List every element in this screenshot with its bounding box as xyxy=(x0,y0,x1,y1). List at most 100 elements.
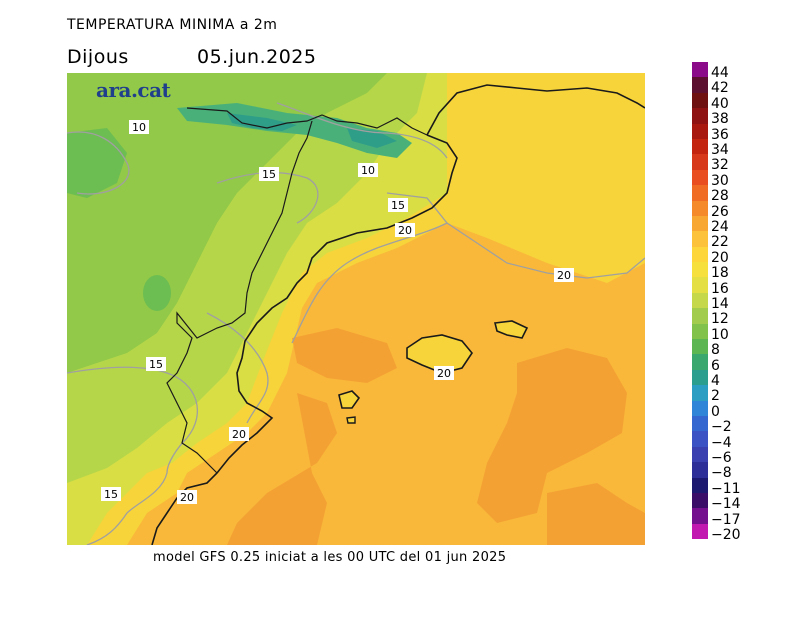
color-scale-swatch xyxy=(692,385,708,401)
label-box xyxy=(395,223,415,237)
contour-label: 10 xyxy=(132,121,146,134)
color-scale-swatch xyxy=(692,415,708,432)
color-scale-label: 16 xyxy=(711,280,729,297)
contour-label: 10 xyxy=(361,164,375,177)
label-box xyxy=(554,268,574,282)
color-scale-label: 14 xyxy=(711,296,729,312)
color-scale-swatch xyxy=(692,400,708,416)
chart-title: TEMPERATURA MINIMA a 2m xyxy=(67,17,278,33)
contour-lines xyxy=(67,102,645,545)
color-scale-swatch xyxy=(692,246,708,263)
label-box xyxy=(229,427,249,441)
contour-label: 15 xyxy=(262,168,276,181)
color-scale-swatch xyxy=(692,185,708,201)
color-scale-swatch xyxy=(692,308,708,324)
color-scale-swatch xyxy=(692,154,708,170)
color-scale-label: 30 xyxy=(711,172,729,189)
contour-label: 20 xyxy=(398,224,412,237)
color-scale-label: 32 xyxy=(711,157,729,174)
color-scale-swatch xyxy=(692,169,708,186)
color-scale-label: −20 xyxy=(711,527,741,543)
color-scale-swatch xyxy=(692,292,708,309)
color-scale-swatch xyxy=(692,369,708,386)
color-scale-label: −14 xyxy=(711,496,741,513)
color-scale-label: 18 xyxy=(711,265,729,282)
color-scale-label: 36 xyxy=(711,126,729,143)
color-scale-bar xyxy=(692,62,708,554)
color-scale-label: 24 xyxy=(711,219,729,235)
contour-label: 20 xyxy=(180,491,194,504)
contour-label: 20 xyxy=(437,367,451,380)
contour-label: 20 xyxy=(557,269,571,282)
label-box xyxy=(358,163,378,177)
darkgreen-patch-center xyxy=(143,275,171,311)
label-box xyxy=(129,120,149,134)
color-scale-swatch xyxy=(692,462,708,478)
color-scale-swatch xyxy=(692,123,708,139)
color-scale-label: −8 xyxy=(711,465,732,482)
color-scale-label: 20 xyxy=(711,249,729,266)
forecast-day: Dijous xyxy=(67,46,129,68)
color-scale-label: 22 xyxy=(711,234,729,251)
color-scale-label: −6 xyxy=(711,450,732,466)
temperature-map: 10 15 10 15 20 20 20 15 20 15 20 xyxy=(67,73,645,545)
warm-sea-patch-4 xyxy=(547,483,645,545)
color-scale-label: 10 xyxy=(711,326,729,343)
color-scale-swatch xyxy=(692,138,708,155)
coldest-patch-2 xyxy=(347,128,397,148)
color-scale-label: 34 xyxy=(711,142,729,158)
color-scale-label: 44 xyxy=(711,65,729,81)
coastline xyxy=(151,84,645,545)
color-scale-swatch xyxy=(692,200,708,216)
color-scale-label: 42 xyxy=(711,80,729,97)
contour-label: 15 xyxy=(104,488,118,501)
contour-labels: 10 15 10 15 20 20 20 15 20 15 20 xyxy=(101,120,574,504)
color-scale-swatch xyxy=(692,323,708,340)
color-scale-label: 28 xyxy=(711,188,729,205)
color-scale-label: 26 xyxy=(711,203,729,220)
color-scale-swatch xyxy=(692,339,708,355)
color-scale-swatch xyxy=(692,262,708,278)
darkgreen-patch-west xyxy=(67,128,127,198)
color-scale-swatch xyxy=(692,523,708,540)
warm-sea-patch-3 xyxy=(477,348,627,523)
color-scale-swatch xyxy=(692,354,708,370)
label-box xyxy=(388,198,408,212)
color-scale-swatch xyxy=(692,231,708,247)
warm-sea-patch-1 xyxy=(292,328,397,383)
borders xyxy=(166,107,428,474)
contour-label: 15 xyxy=(149,358,163,371)
label-box xyxy=(146,357,166,371)
menorca-island xyxy=(494,320,529,339)
formentera-island xyxy=(346,416,356,424)
color-scale-label: 8 xyxy=(711,342,720,359)
color-scale-swatch xyxy=(692,62,708,78)
coldest-patch-1 xyxy=(227,113,297,131)
color-scale-swatch xyxy=(692,277,708,293)
color-scale-label: 0 xyxy=(711,403,720,420)
label-box xyxy=(177,490,197,504)
color-scale-label: −17 xyxy=(711,511,741,528)
color-scale-label: 38 xyxy=(711,111,729,128)
model-info: model GFS 0.25 iniciat a les 00 UTC del … xyxy=(153,550,507,565)
contour-label: 20 xyxy=(232,428,246,441)
color-scale-label: 6 xyxy=(711,357,720,374)
color-scale-label: −4 xyxy=(711,434,732,451)
contour-label: 15 xyxy=(391,199,405,212)
forecast-date: 05.jun.2025 xyxy=(197,46,317,68)
color-scale-label: 4 xyxy=(711,373,720,389)
color-scale-swatch xyxy=(692,92,708,109)
color-scale-swatch xyxy=(692,508,708,524)
color-scale-label: −11 xyxy=(711,480,741,497)
color-scale-label: 40 xyxy=(711,95,729,112)
label-box xyxy=(259,167,279,181)
label-box xyxy=(434,366,454,380)
ara-cat-logo: ara.cat xyxy=(96,78,171,102)
mallorca-island xyxy=(406,334,473,374)
color-scale-swatch xyxy=(692,77,708,93)
color-scale-swatch xyxy=(692,215,708,232)
color-scale-swatch xyxy=(692,108,708,124)
color-scale-label: 2 xyxy=(711,388,720,405)
color-scale-swatch xyxy=(692,431,708,447)
color-scale-label: 12 xyxy=(711,311,729,328)
